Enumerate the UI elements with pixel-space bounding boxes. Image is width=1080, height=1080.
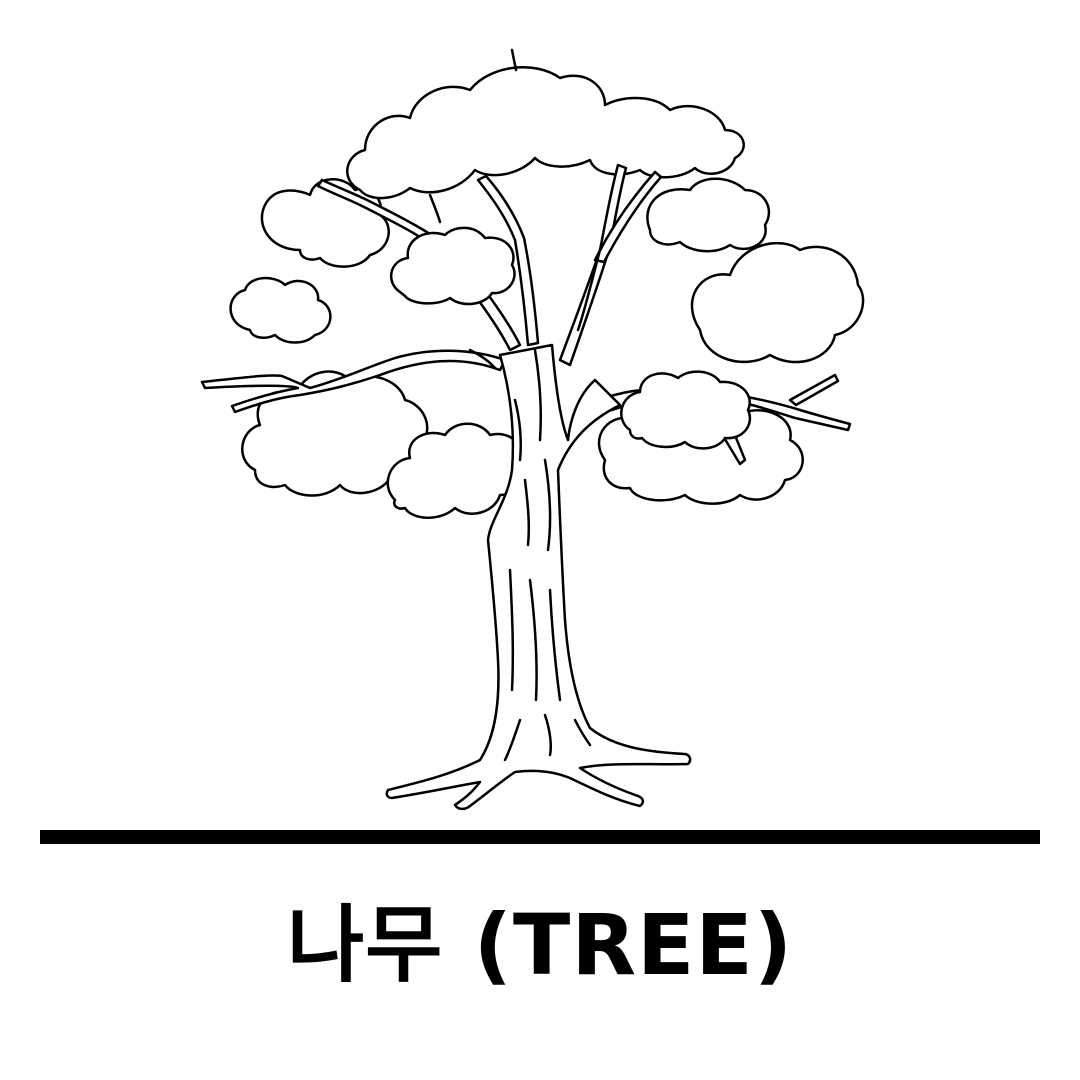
bark-mark — [543, 713, 553, 757]
branch-upper-right — [558, 163, 628, 367]
bark-mark — [576, 248, 602, 332]
bark-mark — [428, 193, 442, 224]
bark-mark — [528, 578, 538, 702]
bark-mark — [513, 398, 523, 462]
bark-mark — [468, 348, 497, 370]
tree-icon — [200, 48, 865, 811]
bark-mark — [533, 348, 542, 442]
bark-mark — [508, 568, 515, 692]
bark-mark — [548, 588, 562, 702]
bark-mark — [573, 718, 592, 747]
foliage-cloud-right-upper — [646, 177, 771, 253]
bark-mark — [510, 48, 518, 72]
bark-mark — [503, 718, 522, 762]
word-caption: 나무 (TREE) — [286, 896, 794, 994]
foliage-cloud-front-left — [389, 226, 516, 306]
bark-mark — [543, 458, 552, 552]
trunk — [385, 343, 692, 811]
branch-upper-far-right — [593, 170, 663, 264]
bark-mark — [523, 478, 531, 547]
branch-upper-center — [476, 174, 540, 347]
ground-line — [40, 830, 1040, 844]
foliage-cloud-front-right — [620, 370, 751, 450]
foliage-cloud-left-middle — [229, 276, 332, 344]
foliage-cloud-right-large — [690, 241, 865, 364]
branch-right-twig — [788, 373, 840, 407]
branch-left-long — [200, 349, 507, 414]
foliage-cloud-crown — [346, 66, 745, 200]
